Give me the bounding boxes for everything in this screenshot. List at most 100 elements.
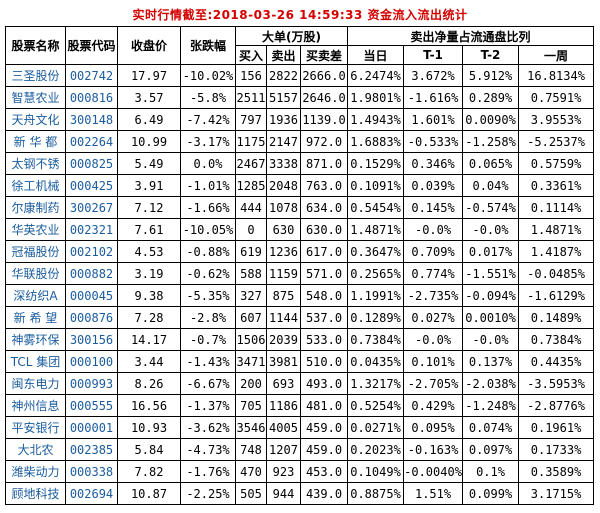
- cell-t-2: 0.097%: [462, 438, 520, 461]
- cell-code[interactable]: 002102: [65, 240, 118, 263]
- cell-code[interactable]: 000555: [65, 394, 118, 417]
- cell-name[interactable]: 华联股份: [5, 262, 66, 285]
- table-row: 深纺织A 000045 9.38 -5.35% 327 875 548.0 1.1991% -2…: [5, 284, 595, 307]
- table-row: 新 希 望 000876 7.28 -2.8% 607 1144 537.0 0.1289% 0…: [5, 306, 595, 329]
- cell-name[interactable]: 平安银行: [5, 416, 66, 439]
- cell-code[interactable]: 000338: [65, 460, 118, 483]
- table-row: 冠福股份 002102 4.53 -0.88% 619 1236 617.0 0.3647% 0…: [5, 240, 595, 263]
- cell-t-2: 0.065%: [462, 152, 520, 175]
- cell-code[interactable]: 002321: [65, 218, 118, 241]
- cell-close-price: 10.93: [117, 416, 181, 439]
- cell-name[interactable]: 智慧农业: [5, 86, 66, 109]
- table-row: 华英农业 002321 7.61 -10.05% 0 630 630.0 1.4871% -0.…: [5, 218, 595, 241]
- cell-sell: 1207: [266, 438, 301, 461]
- cell-name[interactable]: 冠福股份: [5, 240, 66, 263]
- cell-code[interactable]: 000045: [65, 284, 118, 307]
- cell-name[interactable]: 大北农: [5, 438, 66, 461]
- cell-close-price: 4.53: [117, 240, 181, 263]
- cell-buy: 2467: [235, 152, 267, 175]
- capital-flow-table: 股票名称 股票代码 收盘价 张跌幅 大单(万股) 卖出净量占流通盘比列 买入 卖…: [5, 26, 595, 505]
- cell-code[interactable]: 002694: [65, 482, 118, 505]
- header-diff: 买卖差: [299, 45, 349, 65]
- cell-close-price: 6.49: [117, 108, 181, 131]
- cell-sell: 2039: [266, 328, 301, 351]
- table-header: 股票名称 股票代码 收盘价 张跌幅 大单(万股) 卖出净量占流通盘比列 买入 卖…: [5, 26, 595, 65]
- cell-name[interactable]: 闽东电力: [5, 372, 66, 395]
- cell-code[interactable]: 002742: [65, 64, 118, 87]
- cell-name[interactable]: 太钢不锈: [5, 152, 66, 175]
- cell-close-price: 5.84: [117, 438, 181, 461]
- cell-week: 0.5759%: [518, 152, 595, 175]
- cell-change-pct: -0.62%: [180, 262, 236, 285]
- cell-code[interactable]: 002385: [65, 438, 118, 461]
- cell-t-2: -0.574%: [462, 196, 520, 219]
- cell-code[interactable]: 000100: [65, 350, 118, 373]
- cell-t-1: 0.039%: [403, 174, 464, 197]
- cell-t-1: 0.101%: [403, 350, 464, 373]
- cell-week: 0.1489%: [518, 306, 595, 329]
- cell-diff: 871.0: [299, 152, 349, 175]
- cell-code[interactable]: 000825: [65, 152, 118, 175]
- cell-change-pct: -0.88%: [180, 240, 236, 263]
- cell-code[interactable]: 002264: [65, 130, 118, 153]
- cell-change-pct: -1.43%: [180, 350, 236, 373]
- cell-change-pct: -7.42%: [180, 108, 236, 131]
- cell-t-2: 0.289%: [462, 86, 520, 109]
- cell-code[interactable]: 300267: [65, 196, 118, 219]
- cell-close-price: 3.19: [117, 262, 181, 285]
- table-row: 尔康制药 300267 7.12 -1.66% 444 1078 634.0 0.5454% 0…: [5, 196, 595, 219]
- table-row: 闽东电力 000993 8.26 -6.67% 200 693 493.0 1.3217% -2…: [5, 372, 595, 395]
- cell-code[interactable]: 000001: [65, 416, 118, 439]
- cell-today: 6.2474%: [347, 64, 405, 87]
- cell-week: -2.8776%: [518, 394, 595, 417]
- cell-name[interactable]: 新 华 都: [5, 130, 66, 153]
- cell-name[interactable]: 徐工机械: [5, 174, 66, 197]
- cell-change-pct: -3.62%: [180, 416, 236, 439]
- cell-name[interactable]: 尔康制药: [5, 196, 66, 219]
- cell-code[interactable]: 300156: [65, 328, 118, 351]
- header-week: 一周: [518, 45, 595, 65]
- cell-buy: 444: [235, 196, 267, 219]
- cell-sell: 923: [266, 460, 301, 483]
- cell-t-1: 0.346%: [403, 152, 464, 175]
- header-t-minus-2: T-2: [462, 45, 520, 65]
- cell-buy: 200: [235, 372, 267, 395]
- cell-name[interactable]: 华英农业: [5, 218, 66, 241]
- cell-sell: 1936: [266, 108, 301, 131]
- page-title: 实时行情截至:2018-03-26 14:59:33 资金流入流出统计: [132, 7, 468, 22]
- table-row: 天舟文化 300148 6.49 -7.42% 797 1936 1139.0 1.4943%…: [5, 108, 595, 131]
- cell-name[interactable]: 新 希 望: [5, 306, 66, 329]
- cell-name[interactable]: 深纺织A: [5, 284, 66, 307]
- cell-t-2: 0.137%: [462, 350, 520, 373]
- cell-name[interactable]: 神雾环保: [5, 328, 66, 351]
- cell-name[interactable]: 潍柴动力: [5, 460, 66, 483]
- cell-week: 1.4187%: [518, 240, 595, 263]
- cell-name[interactable]: TCL 集团: [5, 350, 66, 373]
- cell-today: 1.4943%: [347, 108, 405, 131]
- cell-diff: 439.0: [299, 482, 349, 505]
- cell-buy: 748: [235, 438, 267, 461]
- cell-close-price: 8.26: [117, 372, 181, 395]
- cell-buy: 0: [235, 218, 267, 241]
- cell-code[interactable]: 000882: [65, 262, 118, 285]
- cell-code[interactable]: 000816: [65, 86, 118, 109]
- cell-t-2: 0.099%: [462, 482, 520, 505]
- cell-name[interactable]: 三圣股份: [5, 64, 66, 87]
- cell-today: 0.1049%: [347, 460, 405, 483]
- table-row: 新 华 都 002264 10.99 -3.17% 1175 2147 972.0 1.688…: [5, 130, 595, 153]
- cell-diff: 2646.0: [299, 86, 349, 109]
- cell-close-price: 17.97: [117, 64, 181, 87]
- cell-name[interactable]: 天舟文化: [5, 108, 66, 131]
- cell-diff: 493.0: [299, 372, 349, 395]
- cell-name[interactable]: 神州信息: [5, 394, 66, 417]
- cell-code[interactable]: 000876: [65, 306, 118, 329]
- cell-change-pct: -3.17%: [180, 130, 236, 153]
- cell-week: 0.3361%: [518, 174, 595, 197]
- header-stock-name: 股票名称: [5, 26, 66, 65]
- cell-code[interactable]: 000993: [65, 372, 118, 395]
- cell-code[interactable]: 000425: [65, 174, 118, 197]
- cell-code[interactable]: 300148: [65, 108, 118, 131]
- cell-buy: 1175: [235, 130, 267, 153]
- table-row: 徐工机械 000425 3.91 -1.01% 1285 2048 763.0 0.1091%…: [5, 174, 595, 197]
- cell-name[interactable]: 顾地科技: [5, 482, 66, 505]
